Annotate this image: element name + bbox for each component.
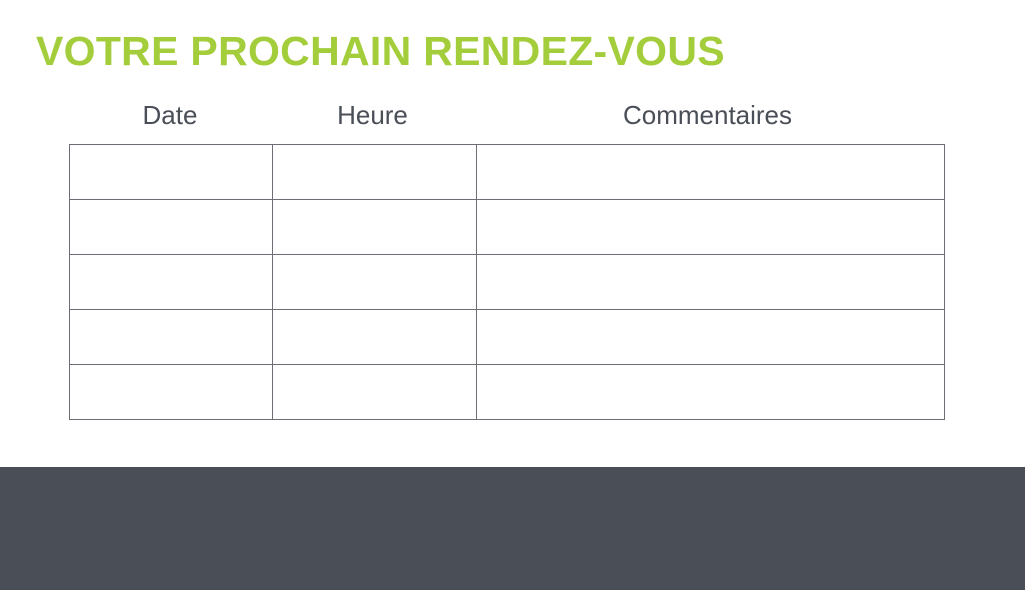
page-title: VOTRE PROCHAIN RENDEZ-VOUS <box>36 28 725 74</box>
cell-commentaires[interactable] <box>476 364 945 420</box>
cell-heure[interactable] <box>272 199 477 255</box>
column-header-heure: Heure <box>337 100 408 130</box>
cell-heure[interactable] <box>272 254 477 310</box>
cell-heure[interactable] <box>272 364 477 420</box>
cell-commentaires[interactable] <box>476 144 945 200</box>
cell-date[interactable] <box>69 254 273 310</box>
column-header-date: Date <box>142 100 198 130</box>
cell-heure[interactable] <box>272 144 477 200</box>
appointment-table <box>69 144 945 420</box>
cell-date[interactable] <box>69 199 273 255</box>
cell-commentaires[interactable] <box>476 254 945 310</box>
table-row <box>69 144 945 200</box>
table-row <box>69 364 945 420</box>
cell-date[interactable] <box>69 144 273 200</box>
table-row <box>69 254 945 310</box>
table-row <box>69 199 945 255</box>
cell-heure[interactable] <box>272 309 477 365</box>
cell-date[interactable] <box>69 364 273 420</box>
cell-commentaires[interactable] <box>476 309 945 365</box>
cell-date[interactable] <box>69 309 273 365</box>
table-row <box>69 309 945 365</box>
footer-bar <box>0 467 1025 590</box>
cell-commentaires[interactable] <box>476 199 945 255</box>
column-header-commentaires: Commentaires <box>622 100 793 130</box>
